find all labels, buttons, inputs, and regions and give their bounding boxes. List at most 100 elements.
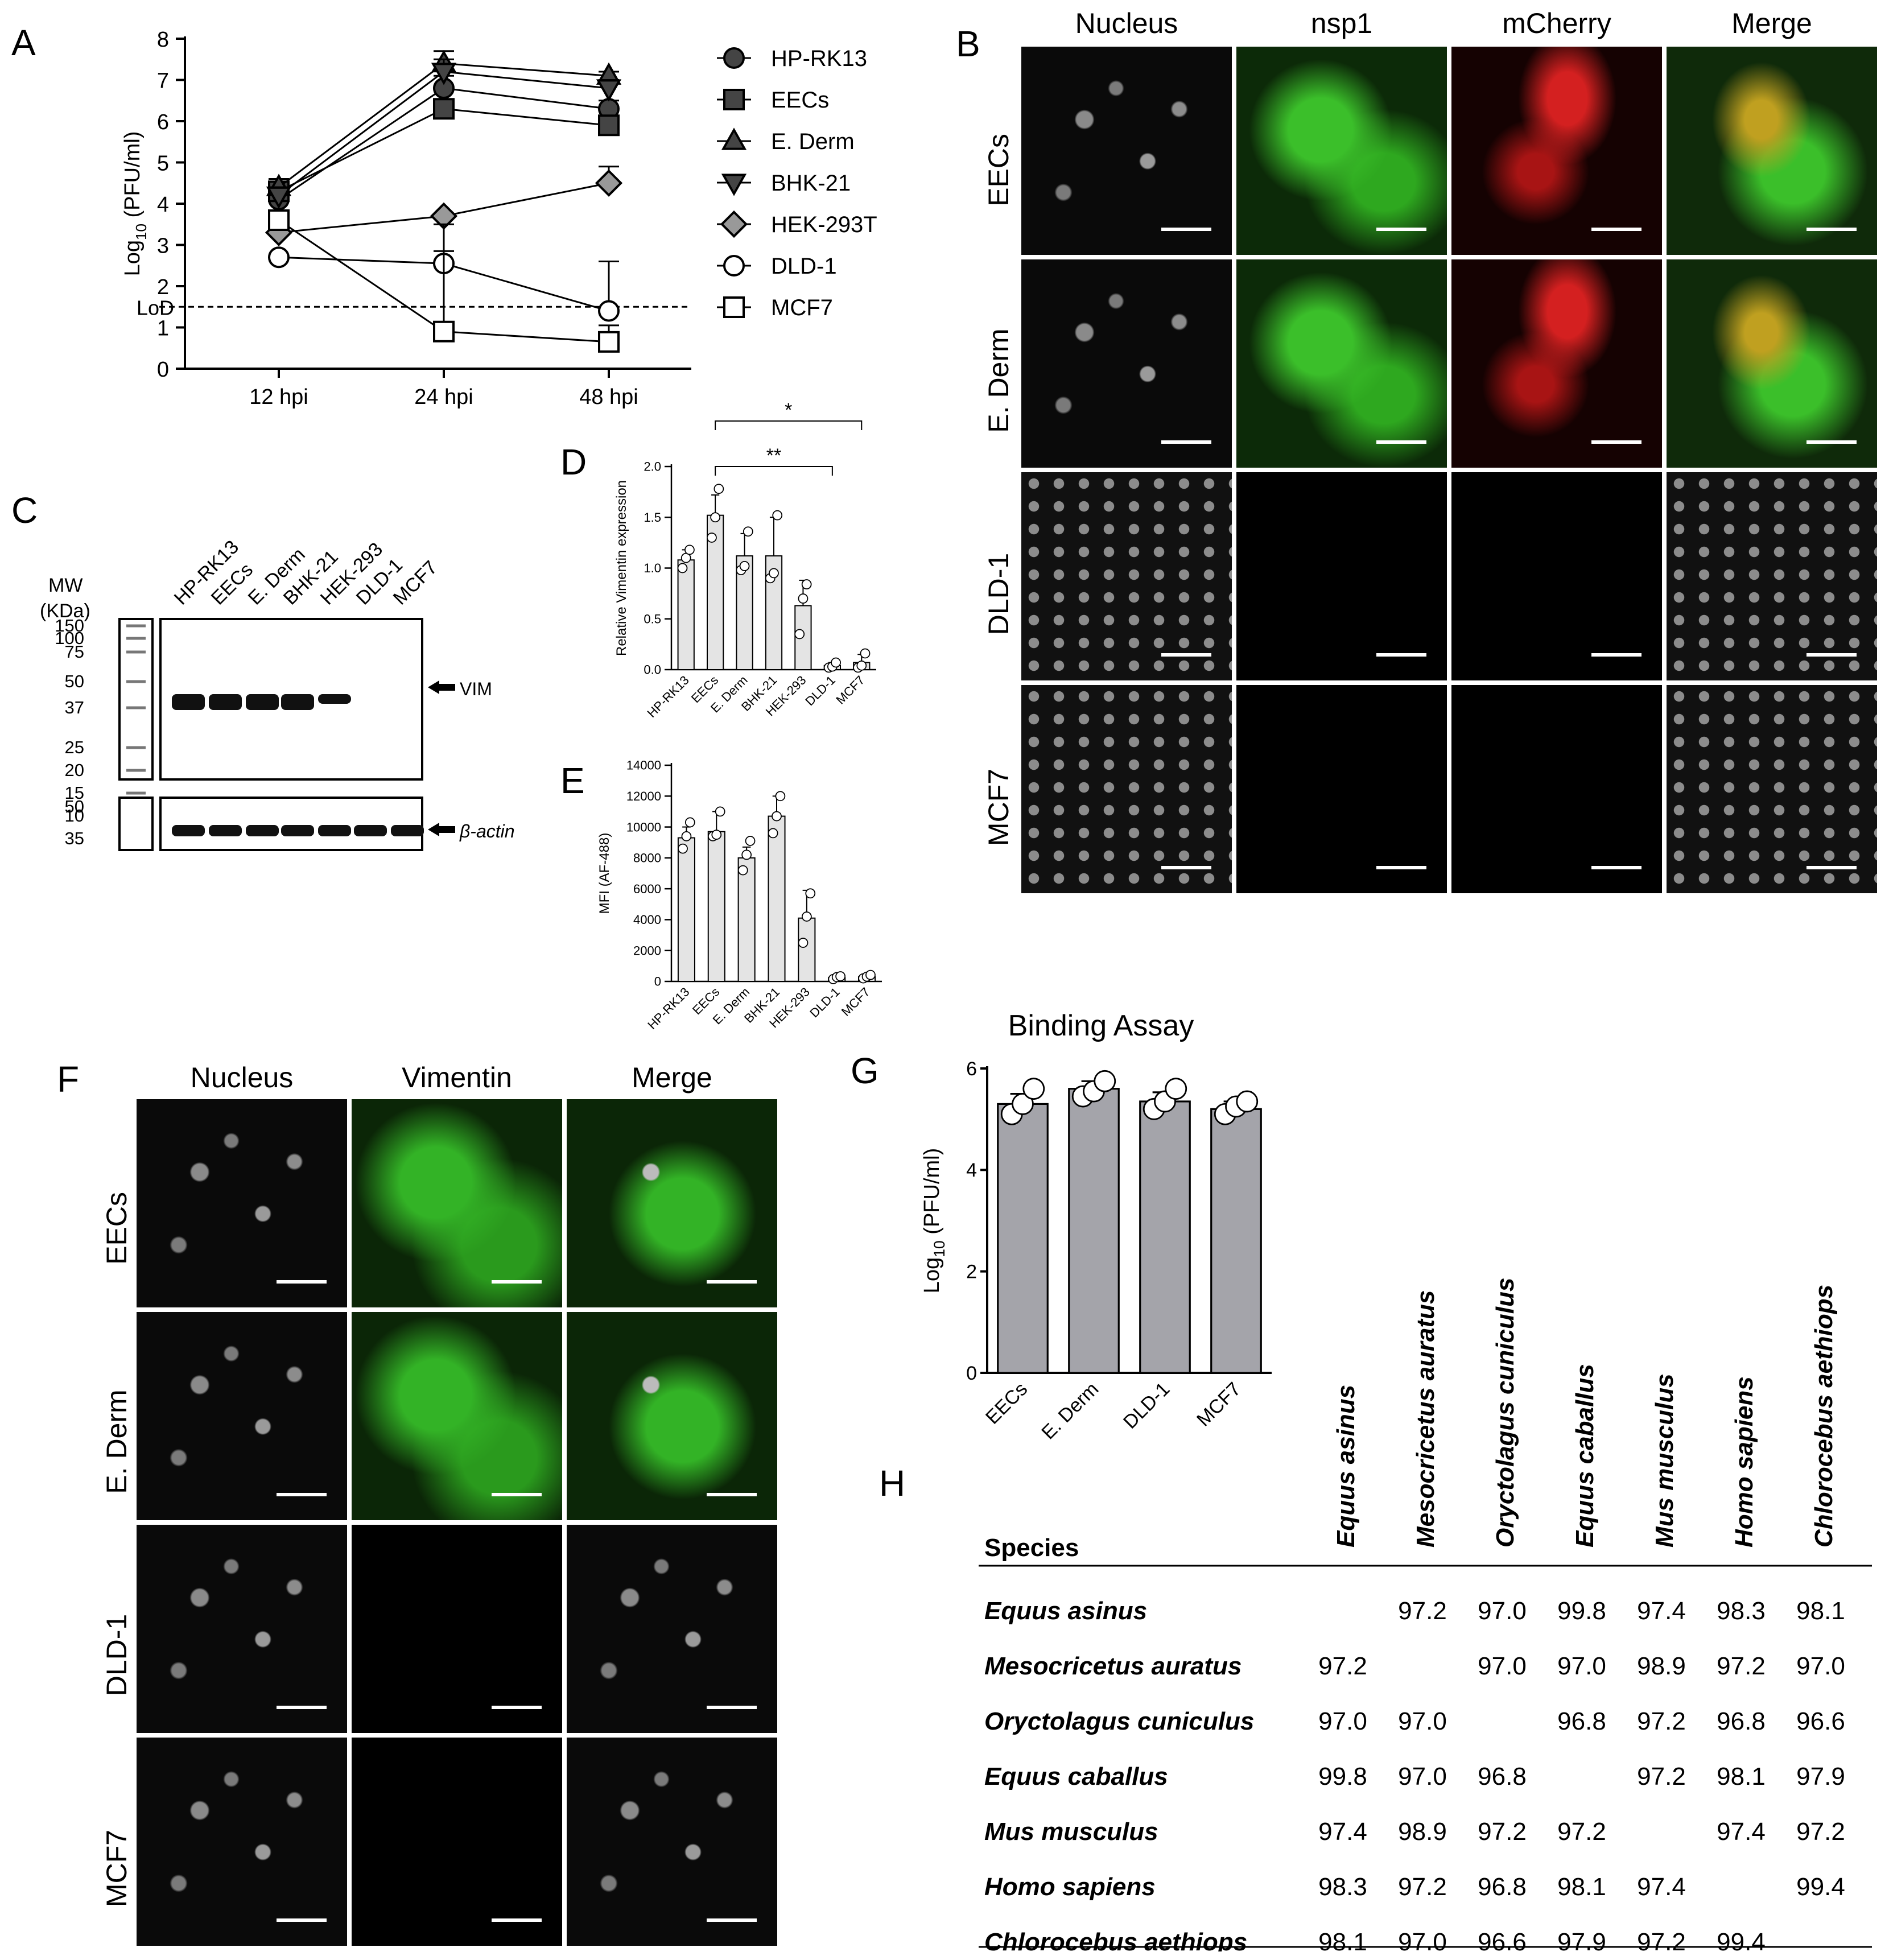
a-point: [598, 331, 620, 353]
bar-y-tick-label: 4: [966, 1160, 977, 1181]
panel-f-col-vimentin: Vimentin: [402, 1062, 512, 1094]
undefined-micrograph-r3-c2: [1236, 472, 1447, 680]
bar-dot: [856, 660, 867, 671]
bar-y-tick-label: 12000: [626, 789, 661, 803]
scale-bar: [1591, 653, 1641, 657]
bar-e-derm: [737, 857, 756, 982]
h-row-label: Chlorocebus aethiops: [984, 1928, 1247, 1951]
a-point: [598, 114, 620, 137]
scale-bar: [1806, 866, 1857, 869]
bar-hp-rk13: [677, 559, 695, 670]
bar-y-axis-label: MFI (AF-488): [597, 833, 612, 914]
scale-bar: [1376, 440, 1426, 444]
bar-y-label-rest: (PFU/ml): [920, 1148, 944, 1241]
c-marker-label: 50: [65, 671, 84, 691]
h-cell: 97.2: [1637, 1763, 1686, 1790]
a-y-label-rest: (PFU/ml): [121, 131, 145, 224]
scale-bar: [1161, 653, 1211, 657]
h-cell: 96.8: [1478, 1763, 1527, 1790]
panel-b-row-ederm: E. Derm: [983, 328, 1014, 433]
undefined-micrograph-r4-c3: [567, 1738, 777, 1946]
c-mw-title: MW: [48, 575, 83, 596]
bar-y-tick-label: 14000: [626, 758, 661, 773]
scale-bar: [1591, 866, 1641, 869]
c-actin-band: [391, 825, 424, 836]
h-cell: 97.2: [1637, 1707, 1686, 1735]
undefined-micrograph-r4-c1: [1021, 685, 1232, 893]
h-cell: 97.4: [1717, 1818, 1766, 1846]
a-point: [598, 300, 620, 322]
undefined-micrograph-r3-c3: [567, 1525, 777, 1733]
a-lod-label: LoD: [137, 296, 174, 319]
h-cell: 97.2: [1796, 1818, 1845, 1846]
bar-dot: [769, 568, 779, 579]
a-series-hp-rk13: [268, 75, 620, 211]
a-y-axis-label: Log10 (PFU/ml): [121, 131, 150, 277]
bar-y-tick-label: 6: [966, 1058, 977, 1080]
a-legend-label: MCF7: [771, 295, 833, 320]
bar-dot: [805, 888, 816, 899]
h-cell: 99.4: [1717, 1928, 1766, 1951]
bar-dot: [737, 865, 748, 876]
c-ladder-box-bottom: [118, 797, 154, 851]
c-vim-band: [209, 694, 242, 710]
undefined-micrograph-r1-c2: [352, 1099, 562, 1307]
panel-b-row-eecs: EECs: [983, 134, 1014, 207]
bar-dot: [707, 533, 717, 543]
bar-dot: [1022, 1078, 1045, 1100]
bar-dot: [1236, 1090, 1259, 1113]
bar-y-tick-label: 1.0: [644, 561, 661, 575]
bar-y-label-sub: 10: [931, 1240, 948, 1257]
undefined-micrograph-r4-c2: [352, 1738, 562, 1946]
bar-bhk-21: [768, 815, 786, 982]
h-col-header: Equus asinus: [1332, 1385, 1360, 1548]
h-cell: 97.4: [1637, 1873, 1686, 1901]
undefined-micrograph-r1-c3: [567, 1099, 777, 1307]
bar-dot: [739, 561, 750, 571]
a-point: [433, 98, 455, 120]
h-col-header: Mus musculus: [1651, 1373, 1678, 1548]
h-cell: 97.2: [1398, 1597, 1447, 1625]
panel-letter-h: H: [879, 1463, 906, 1504]
undefined-micrograph-r2-c2: [352, 1312, 562, 1520]
panel-b-row-dld1: DLD-1: [983, 552, 1014, 636]
scale-bar: [492, 1280, 542, 1284]
bar-dot: [741, 849, 752, 860]
h-row-label: Equus asinus: [984, 1597, 1147, 1625]
a-y-tick-label: 3: [157, 234, 169, 258]
panel-f-col-merge: Merge: [632, 1062, 712, 1094]
bar-x-tick-label: HP-RK13: [644, 673, 691, 720]
h-cell: 97.0: [1398, 1763, 1447, 1790]
a-x-tick-label: 48 hpi: [579, 385, 638, 409]
h-cell: 98.1: [1796, 1597, 1845, 1625]
bar-eecs: [997, 1103, 1049, 1374]
a-legend-marker: [723, 296, 745, 318]
h-cell: 97.0: [1478, 1597, 1527, 1625]
bar-dot: [711, 830, 722, 840]
bar-y-tick-label: 2: [966, 1261, 977, 1283]
bar-y-label-main: Log: [920, 1257, 944, 1293]
panel-f-row-mcf7: MCF7: [101, 1829, 133, 1908]
scale-bar: [492, 1493, 542, 1496]
scale-bar: [492, 1706, 542, 1709]
bar-mcf7: [1210, 1108, 1262, 1374]
c-vim-band: [281, 694, 314, 710]
scale-bar: [1806, 653, 1857, 657]
c-actin-band: [281, 825, 314, 836]
h-cell: 98.3: [1318, 1873, 1367, 1901]
c-marker-label: 75: [65, 642, 84, 662]
a-legend-marker: [723, 89, 745, 110]
bar-x-tick-label: DLD-1: [802, 673, 838, 709]
bar-dot: [865, 969, 876, 980]
panel-h-identity-table: Equus asinus Mesocricetus auratus Oryctola…: [979, 1278, 1872, 1951]
a-series-eecs: [268, 98, 620, 203]
scale-bar: [1161, 228, 1211, 231]
panel-letter-b: B: [956, 23, 980, 64]
panel-f-row-ederm: E. Derm: [101, 1389, 133, 1494]
a-legend-marker: [723, 47, 745, 69]
bar-eecs: [707, 831, 725, 982]
h-row-label: Mus musculus: [984, 1818, 1158, 1846]
bar-dot: [835, 971, 845, 981]
bar-dot: [684, 817, 695, 828]
